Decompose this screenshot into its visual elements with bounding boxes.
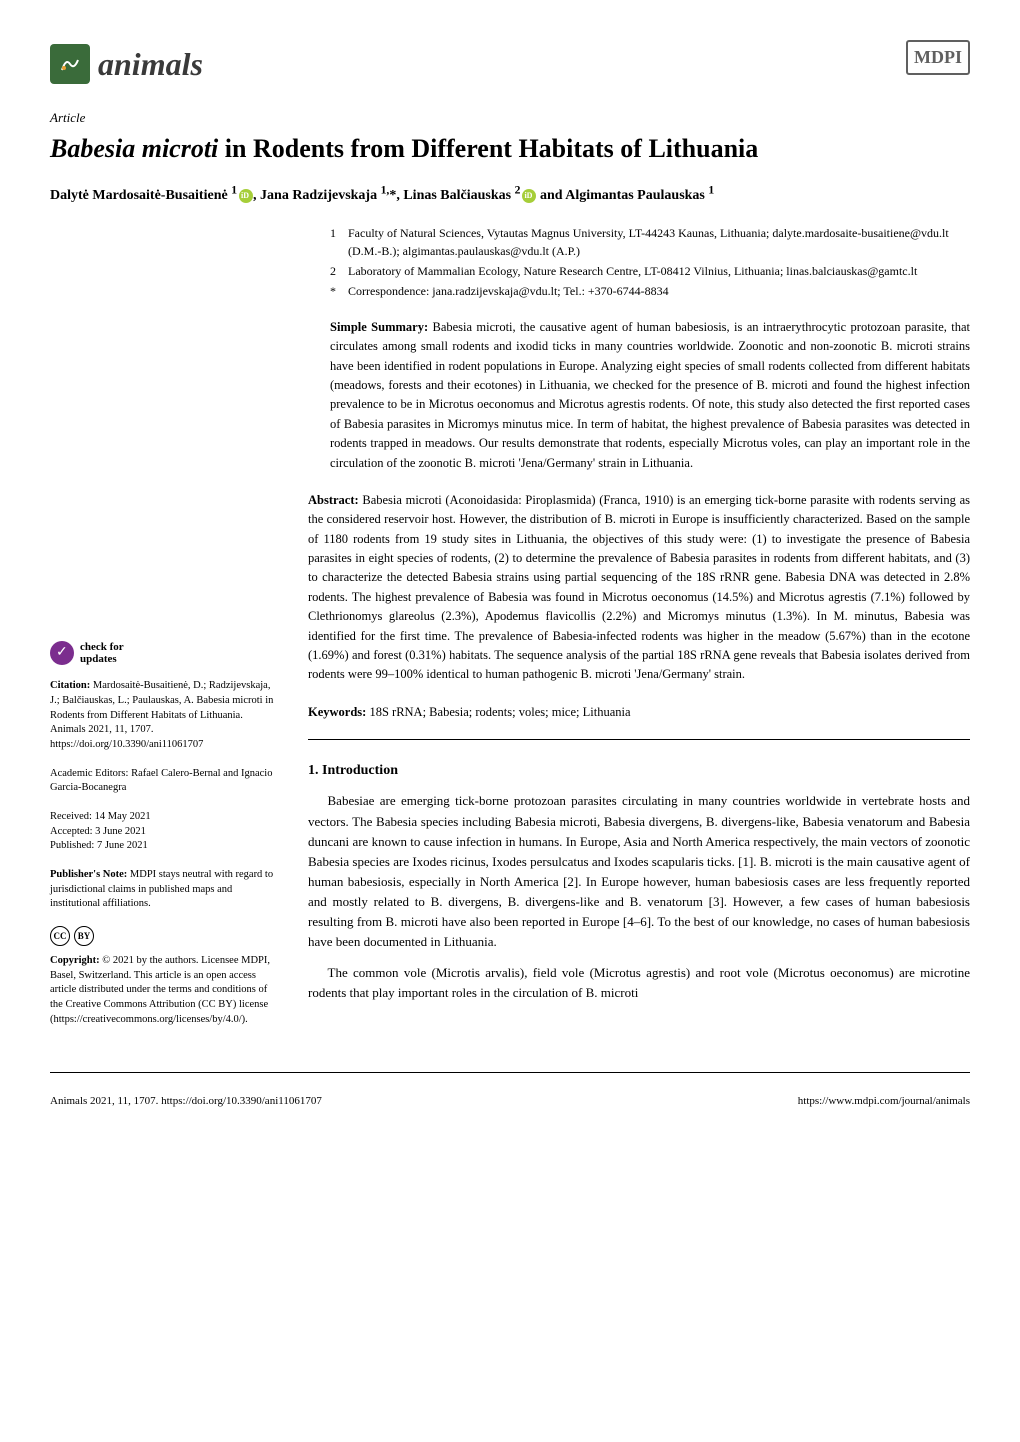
pubnote-label: Publisher's Note: — [50, 869, 127, 880]
affiliation-row: * Correspondence: jana.radzijevskaja@vdu… — [330, 282, 970, 300]
affil-text: Correspondence: jana.radzijevskaja@vdu.l… — [348, 282, 970, 300]
affil-num: * — [330, 282, 348, 300]
affiliations: 1 Faculty of Natural Sciences, Vytautas … — [330, 224, 970, 300]
affil-num: 2 — [330, 262, 348, 280]
journal-logo: animals — [50, 40, 203, 88]
affil-text: Faculty of Natural Sciences, Vytautas Ma… — [348, 224, 970, 260]
editors-label: Academic Editors: — [50, 768, 128, 779]
abstract-label: Abstract: — [308, 493, 359, 507]
publisher-note-block: Publisher's Note: MDPI stays neutral wit… — [50, 868, 280, 912]
simple-summary-text: Babesia microti, the causative agent of … — [330, 320, 970, 470]
sidebar: check forupdates Citation: Mardosaitė-Bu… — [50, 641, 280, 1042]
article-type: Article — [50, 108, 970, 128]
author-text: Dalytė Mardosaitė-Busaitienė 1 — [50, 188, 237, 203]
check-text: check forupdates — [80, 641, 124, 665]
cc-license-badge[interactable]: CC BY — [50, 926, 280, 946]
received-date: Received: 14 May 2021 — [50, 810, 280, 825]
article-title: Babesia microti in Rodents from Differen… — [50, 132, 970, 166]
footer-right: https://www.mdpi.com/journal/animals — [798, 1093, 970, 1110]
published-date: Published: 7 June 2021 — [50, 839, 280, 854]
keywords-text: 18S rRNA; Babesia; rodents; voles; mice;… — [366, 705, 630, 719]
cc-icon: CC — [50, 926, 70, 946]
author-text: , Jana Radzijevskaja 1,*, Linas Balčiaus… — [253, 188, 520, 203]
affil-text: Laboratory of Mammalian Ecology, Nature … — [348, 262, 970, 280]
publisher-logo: MDPI — [906, 40, 970, 75]
title-species: Babesia microti — [50, 134, 218, 163]
accepted-date: Accepted: 3 June 2021 — [50, 825, 280, 840]
dates-block: Received: 14 May 2021 Accepted: 3 June 2… — [50, 810, 280, 854]
section-heading: 1. Introduction — [308, 760, 970, 781]
simple-summary: Simple Summary: Babesia microti, the cau… — [330, 318, 970, 473]
affil-num: 1 — [330, 224, 348, 260]
editors-block: Academic Editors: Rafael Calero-Bernal a… — [50, 767, 280, 796]
journal-icon — [50, 44, 90, 84]
simple-summary-label: Simple Summary: — [330, 320, 428, 334]
check-updates-badge[interactable]: check forupdates — [50, 641, 280, 665]
by-icon: BY — [74, 926, 94, 946]
check-icon — [50, 641, 74, 665]
abstract-text: Babesia microti (Aconoidasida: Piroplasm… — [308, 493, 970, 681]
page-footer: Animals 2021, 11, 1707. https://doi.org/… — [50, 1072, 970, 1110]
copyright-label: Copyright: — [50, 955, 100, 966]
orcid-icon[interactable] — [239, 189, 253, 203]
main-column: Abstract: Babesia microti (Aconoidasida:… — [308, 491, 970, 1042]
intro-paragraph: Babesiae are emerging tick-borne protozo… — [308, 791, 970, 952]
intro-paragraph: The common vole (Microtis arvalis), fiel… — [308, 963, 970, 1003]
copyright-block: Copyright: © 2021 by the authors. Licens… — [50, 954, 280, 1027]
orcid-icon[interactable] — [522, 189, 536, 203]
divider — [308, 739, 970, 740]
journal-name: animals — [98, 40, 203, 88]
affiliation-row: 1 Faculty of Natural Sciences, Vytautas … — [330, 224, 970, 260]
footer-left: Animals 2021, 11, 1707. https://doi.org/… — [50, 1093, 322, 1110]
keywords-label: Keywords: — [308, 705, 366, 719]
affiliation-row: 2 Laboratory of Mammalian Ecology, Natur… — [330, 262, 970, 280]
page-header: animals MDPI — [50, 40, 970, 88]
citation-block: Citation: Mardosaitė-Busaitienė, D.; Rad… — [50, 679, 280, 752]
title-rest: in Rodents from Different Habitats of Li… — [218, 134, 758, 163]
author-text: and Algimantas Paulauskas 1 — [536, 188, 714, 203]
keywords: Keywords: 18S rRNA; Babesia; rodents; vo… — [308, 703, 970, 722]
citation-label: Citation: — [50, 680, 90, 691]
abstract: Abstract: Babesia microti (Aconoidasida:… — [308, 491, 970, 685]
authors-line: Dalytė Mardosaitė-Busaitienė 1 , Jana Rad… — [50, 181, 970, 206]
